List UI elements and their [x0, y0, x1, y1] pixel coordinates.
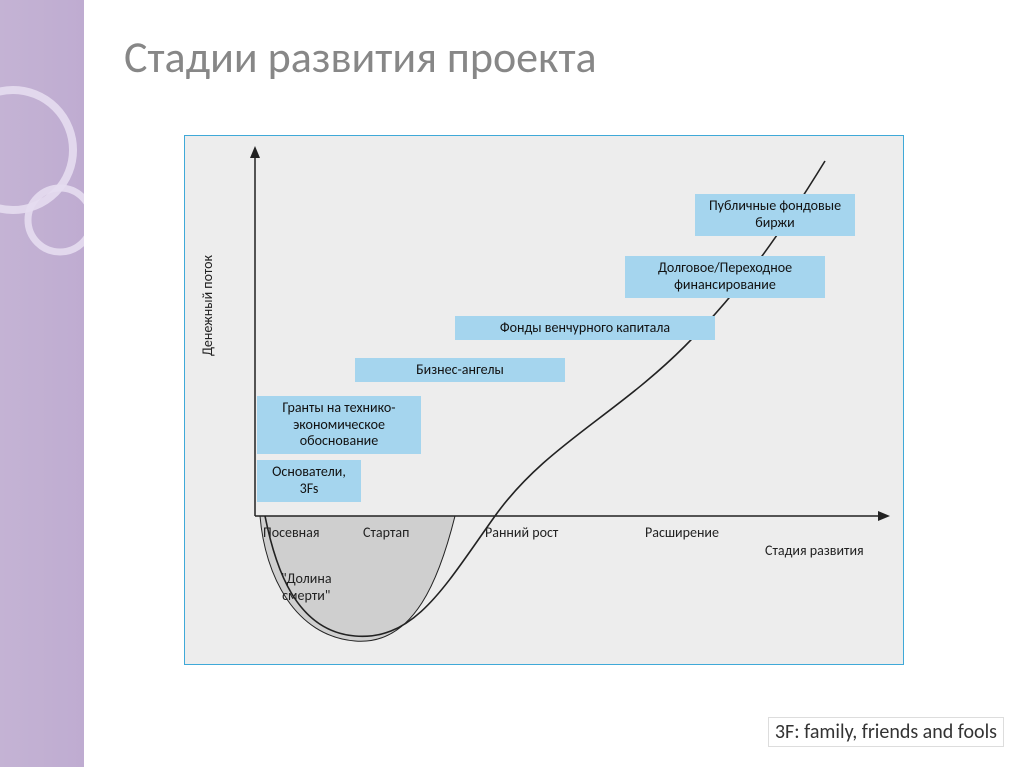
chart-frame: Денежный поток Стадия развития Посевная …: [184, 135, 904, 665]
slide-sidebar: [0, 0, 84, 767]
slide-title: Стадии развития проекта: [124, 30, 597, 84]
valley-label: "Долина смерти": [281, 570, 332, 604]
funding-box-grants: Гранты на технико- экономическое обоснов…: [257, 396, 421, 454]
x-axis-label: Стадия развития: [765, 542, 864, 559]
footnote: 3F: family, friends and fools: [768, 717, 1004, 747]
funding-box-vc: Фонды венчурного капитала: [455, 316, 715, 340]
x-axis-arrow: [878, 511, 890, 521]
funding-box-public: Публичные фондовые биржи: [695, 194, 855, 236]
stage-label: Стартап: [363, 524, 409, 541]
stage-label: Ранний рост: [485, 524, 558, 541]
y-axis-label: Денежный поток: [199, 255, 216, 356]
funding-box-founders: Основатели, 3Fs: [257, 460, 361, 502]
stage-label: Посевная: [263, 524, 320, 541]
funding-box-debt: Долговое/Переходное финансирование: [625, 256, 825, 298]
chart: Денежный поток Стадия развития Посевная …: [185, 136, 903, 664]
funding-box-angels: Бизнес-ангелы: [355, 358, 565, 382]
slide-content: Стадии развития проекта Денежный поток С…: [84, 0, 1024, 767]
stage-label: Расширение: [645, 524, 719, 541]
y-axis-arrow: [250, 146, 260, 158]
sidebar-decoration: [0, 0, 84, 767]
